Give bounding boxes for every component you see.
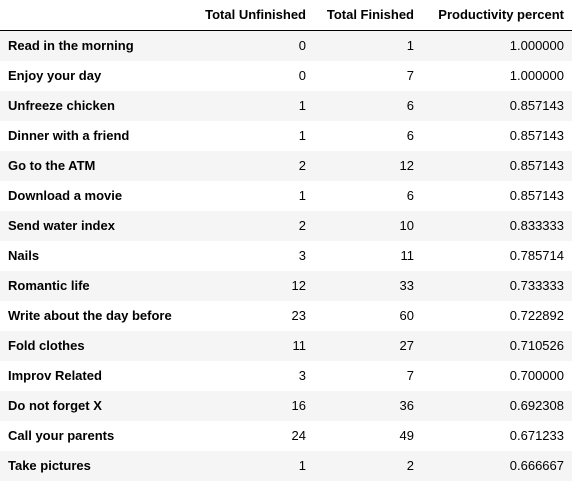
row-label: Do not forget X — [0, 391, 192, 421]
row-label: Read in the morning — [0, 31, 192, 62]
cell-total-unfinished: 1 — [192, 91, 314, 121]
header-row: Total Unfinished Total Finished Producti… — [0, 0, 572, 31]
cell-productivity-percent: 0.833333 — [422, 211, 572, 241]
column-header-total-finished: Total Finished — [314, 0, 422, 31]
cell-total-finished: 60 — [314, 301, 422, 331]
cell-total-unfinished: 23 — [192, 301, 314, 331]
cell-total-unfinished: 1 — [192, 121, 314, 151]
cell-total-unfinished: 12 — [192, 271, 314, 301]
cell-total-unfinished: 16 — [192, 391, 314, 421]
row-label: Send water index — [0, 211, 192, 241]
cell-total-finished: 6 — [314, 121, 422, 151]
cell-total-finished: 10 — [314, 211, 422, 241]
row-label: Call your parents — [0, 421, 192, 451]
row-label: Go to the ATM — [0, 151, 192, 181]
row-label: Write about the day before — [0, 301, 192, 331]
cell-total-unfinished: 0 — [192, 61, 314, 91]
cell-total-unfinished: 2 — [192, 211, 314, 241]
cell-total-finished: 7 — [314, 361, 422, 391]
cell-total-unfinished: 1 — [192, 181, 314, 211]
cell-total-finished: 49 — [314, 421, 422, 451]
cell-total-unfinished: 1 — [192, 451, 314, 481]
cell-total-finished: 11 — [314, 241, 422, 271]
cell-productivity-percent: 1.000000 — [422, 31, 572, 62]
cell-productivity-percent: 0.857143 — [422, 91, 572, 121]
cell-total-unfinished: 3 — [192, 241, 314, 271]
row-label: Enjoy your day — [0, 61, 192, 91]
cell-productivity-percent: 0.692308 — [422, 391, 572, 421]
cell-total-finished: 33 — [314, 271, 422, 301]
cell-total-finished: 12 — [314, 151, 422, 181]
cell-productivity-percent: 0.733333 — [422, 271, 572, 301]
cell-total-unfinished: 24 — [192, 421, 314, 451]
row-label: Unfreeze chicken — [0, 91, 192, 121]
cell-productivity-percent: 0.857143 — [422, 121, 572, 151]
cell-productivity-percent: 0.666667 — [422, 451, 572, 481]
cell-total-finished: 36 — [314, 391, 422, 421]
cell-total-finished: 6 — [314, 181, 422, 211]
cell-total-finished: 1 — [314, 31, 422, 62]
cell-total-unfinished: 2 — [192, 151, 314, 181]
cell-productivity-percent: 0.857143 — [422, 181, 572, 211]
row-label: Dinner with a friend — [0, 121, 192, 151]
row-label: Download a movie — [0, 181, 192, 211]
table-header: Total Unfinished Total Finished Producti… — [0, 0, 572, 31]
cell-total-finished: 6 — [314, 91, 422, 121]
cell-productivity-percent: 0.700000 — [422, 361, 572, 391]
cell-productivity-percent: 0.785714 — [422, 241, 572, 271]
cell-total-unfinished: 3 — [192, 361, 314, 391]
row-label: Fold clothes — [0, 331, 192, 361]
cell-total-finished: 27 — [314, 331, 422, 361]
cell-productivity-percent: 0.671233 — [422, 421, 572, 451]
column-header-productivity-percent: Productivity percent — [422, 0, 572, 31]
cell-total-unfinished: 11 — [192, 331, 314, 361]
cell-productivity-percent: 1.000000 — [422, 61, 572, 91]
cell-productivity-percent: 0.857143 — [422, 151, 572, 181]
row-label: Nails — [0, 241, 192, 271]
cell-total-finished: 7 — [314, 61, 422, 91]
index-header — [0, 0, 192, 31]
cell-productivity-percent: 0.722892 — [422, 301, 572, 331]
row-label: Romantic life — [0, 271, 192, 301]
row-label: Improv Related — [0, 361, 192, 391]
row-label: Take pictures — [0, 451, 192, 481]
column-header-total-unfinished: Total Unfinished — [192, 0, 314, 31]
cell-total-unfinished: 0 — [192, 31, 314, 62]
cell-total-finished: 2 — [314, 451, 422, 481]
cell-productivity-percent: 0.710526 — [422, 331, 572, 361]
